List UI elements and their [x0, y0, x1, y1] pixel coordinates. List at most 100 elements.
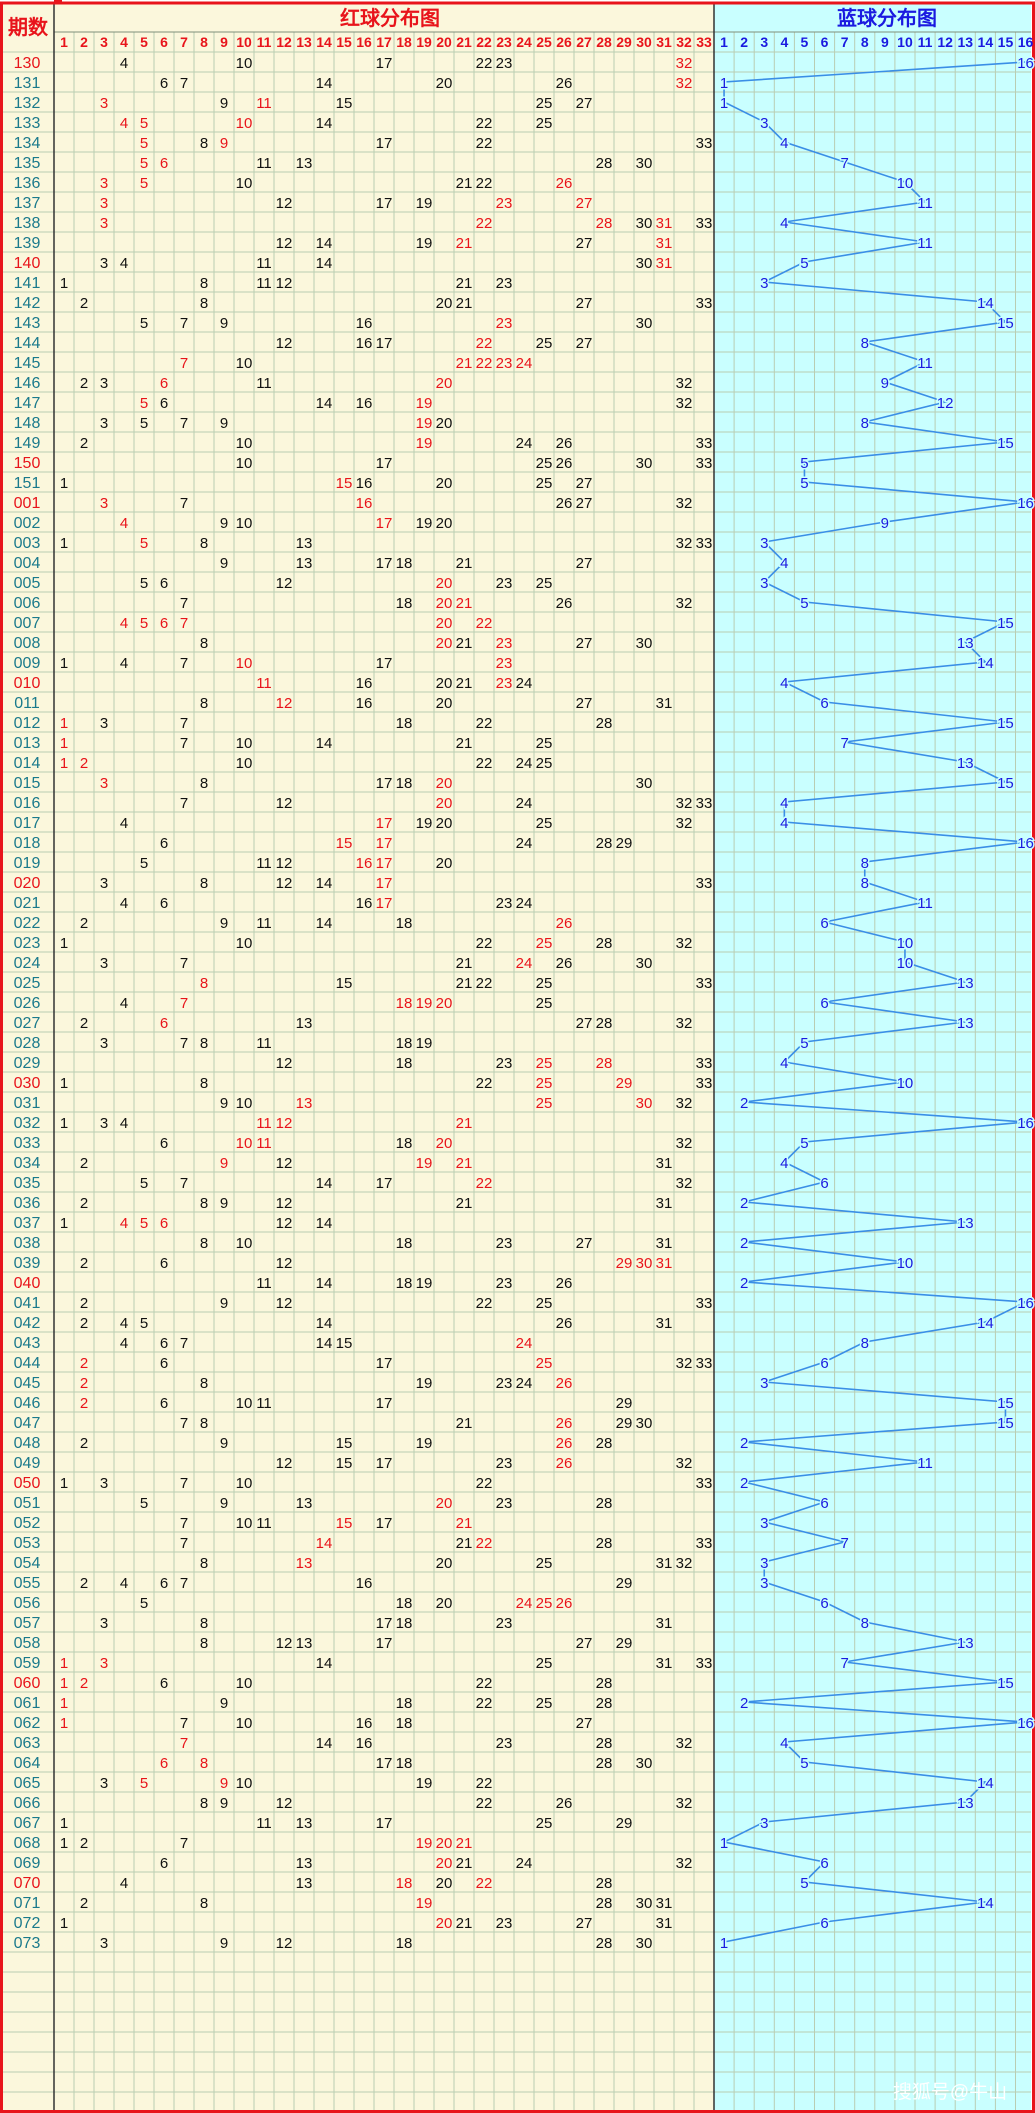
red-ball-number: 28: [596, 1755, 613, 1772]
red-ball-number: 1: [60, 475, 68, 492]
period-label: 141: [14, 275, 41, 292]
red-ball-number: 21: [456, 175, 473, 192]
red-column-header: 14: [316, 34, 332, 50]
red-ball-number: 21: [456, 355, 473, 372]
blue-ball-number: 6: [820, 1855, 828, 1872]
red-ball-number: 15: [336, 1515, 353, 1532]
red-ball-number: 22: [476, 175, 493, 192]
red-ball-number: 19: [416, 435, 433, 452]
period-label: 020: [14, 875, 41, 892]
red-ball-number: 25: [536, 95, 553, 112]
red-ball-number: 7: [180, 1715, 188, 1732]
red-ball-number: 17: [376, 895, 393, 912]
period-label: 052: [14, 1515, 41, 1532]
period-label: 005: [14, 575, 41, 592]
red-ball-number: 17: [376, 1515, 393, 1532]
red-ball-number: 17: [376, 455, 393, 472]
red-ball-number: 11: [256, 915, 272, 932]
blue-column-header: 7: [841, 34, 849, 50]
red-ball-number: 23: [496, 1455, 513, 1472]
red-ball-number: 22: [476, 615, 493, 632]
period-label: 151: [14, 475, 41, 492]
red-ball-number: 8: [200, 295, 208, 312]
red-ball-number: 23: [496, 355, 513, 372]
red-ball-number: 15: [336, 475, 353, 492]
red-ball-number: 20: [436, 675, 453, 692]
red-ball-number: 22: [476, 1075, 493, 1092]
red-ball-number: 4: [120, 55, 128, 72]
red-column-header: 4: [120, 34, 128, 50]
blue-ball-number: 1: [720, 75, 728, 92]
red-ball-number: 32: [676, 1355, 693, 1372]
red-ball-number: 33: [696, 535, 713, 552]
red-ball-number: 32: [676, 535, 693, 552]
red-ball-number: 25: [536, 995, 553, 1012]
red-ball-number: 33: [696, 875, 713, 892]
red-ball-number: 17: [376, 135, 393, 152]
red-ball-number: 16: [356, 495, 373, 512]
red-ball-number: 18: [396, 595, 413, 612]
red-ball-number: 28: [596, 1435, 613, 1452]
red-ball-number: 15: [336, 1335, 353, 1352]
red-ball-number: 6: [160, 1335, 168, 1352]
red-ball-number: 29: [616, 1635, 633, 1652]
red-ball-number: 5: [140, 155, 148, 172]
red-ball-number: 30: [636, 315, 653, 332]
period-label: 030: [14, 1075, 41, 1092]
blue-ball-title: 蓝球分布图: [837, 6, 937, 30]
blue-ball-number: 8: [861, 875, 869, 892]
red-ball-number: 5: [140, 535, 148, 552]
red-ball-number: 15: [336, 975, 353, 992]
period-label: 026: [14, 995, 41, 1012]
red-ball-number: 5: [140, 135, 148, 152]
red-ball-number: 8: [200, 975, 208, 992]
red-ball-number: 9: [220, 135, 228, 152]
blue-ball-number: 2: [740, 1695, 748, 1712]
blue-ball-number: 13: [957, 1795, 974, 1812]
red-ball-number: 2: [80, 1015, 88, 1032]
red-ball-number: 4: [120, 1335, 128, 1352]
red-ball-number: 31: [656, 1315, 673, 1332]
blue-ball-numbers: 1611347101141153141581191281555169343515…: [718, 54, 1035, 1954]
red-ball-number: 25: [536, 1055, 553, 1072]
period-label: 139: [14, 235, 41, 252]
red-ball-number: 3: [100, 1475, 108, 1492]
red-ball-number: 30: [636, 1255, 653, 1272]
blue-ball-number: 16: [1017, 1115, 1034, 1132]
blue-ball-number: 7: [840, 1655, 848, 1672]
red-ball-number: 21: [456, 275, 473, 292]
red-ball-number: 31: [656, 1915, 673, 1932]
red-ball-number: 26: [556, 1435, 573, 1452]
red-ball-number: 2: [80, 1895, 88, 1912]
red-ball-number: 22: [476, 975, 493, 992]
red-ball-number: 23: [496, 895, 513, 912]
red-ball-number: 27: [576, 695, 593, 712]
red-ball-number: 10: [236, 655, 253, 672]
blue-ball-number: 13: [957, 1635, 974, 1652]
period-label: 015: [14, 775, 41, 792]
blue-ball-number: 3: [760, 115, 768, 132]
blue-column-header: 15: [998, 34, 1014, 50]
red-ball-number: 9: [220, 1935, 228, 1952]
red-ball-number: 3: [100, 495, 108, 512]
red-ball-number: 9: [220, 1295, 228, 1312]
red-ball-number: 12: [276, 195, 293, 212]
red-ball-number: 5: [140, 395, 148, 412]
blue-ball-number: 15: [997, 1395, 1014, 1412]
red-ball-number: 21: [456, 1155, 473, 1172]
red-ball-number: 10: [236, 735, 253, 752]
red-ball-number: 18: [396, 995, 413, 1012]
red-ball-number: 5: [140, 1175, 148, 1192]
red-ball-number: 3: [100, 1935, 108, 1952]
red-ball-number: 19: [416, 815, 433, 832]
red-ball-number: 12: [276, 855, 293, 872]
red-ball-number: 32: [676, 1175, 693, 1192]
red-ball-number: 28: [596, 1495, 613, 1512]
red-ball-number: 29: [616, 1075, 633, 1092]
blue-ball-number: 10: [897, 955, 914, 972]
blue-ball-number: 7: [840, 735, 848, 752]
red-ball-number: 33: [696, 295, 713, 312]
red-ball-number: 22: [476, 1775, 493, 1792]
period-label: 134: [14, 135, 41, 152]
red-column-header: 6: [160, 34, 168, 50]
